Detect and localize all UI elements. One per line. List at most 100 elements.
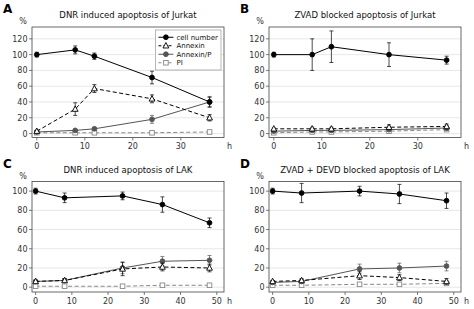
y-tick [29,267,32,268]
point [357,189,362,194]
error-bar [397,275,401,281]
x-tick-label: 30 [376,297,386,306]
y-tick-label: 40 [254,245,264,254]
y-tick-label: 80 [254,206,264,215]
x-tick-label: 50 [449,297,459,306]
x-tick [132,138,133,141]
panel-label: A [3,2,13,16]
series [34,46,212,107]
y-tick-label: 80 [17,66,27,75]
x-tick-label: 30 [413,142,423,151]
series-line [273,266,447,282]
series [271,126,449,134]
y-tick [266,86,269,87]
figure: 0204060801001200102030DNR induced apopto… [0,0,474,309]
point [62,284,67,289]
grid-line [269,117,461,118]
x-tick [321,138,322,141]
data-area [33,188,213,288]
y-tick [29,191,32,192]
y-tick [29,54,32,55]
y-tick [266,70,269,71]
x-tick-label: 10 [317,142,327,151]
error-bar [35,52,39,57]
x-tick-label: 40 [412,297,422,306]
error-bar [358,272,362,280]
error-bar [92,127,96,130]
x-tick [180,292,181,295]
error-bar [310,39,314,71]
x-tick-label: 20 [340,297,350,306]
x-tick-label: 10 [80,142,90,151]
error-bar [92,85,96,93]
point [386,124,392,129]
point [207,220,212,225]
grid-line [32,86,224,87]
point [357,272,363,277]
x-axis-label: h [464,297,469,306]
data-area [271,31,450,135]
legend-label: Annexin/P [176,51,211,59]
x-tick-label: 20 [365,142,375,151]
y-tick-label: 120 [249,35,264,44]
point [150,117,155,122]
error-bar [208,218,212,228]
legend: cell numberAnnexinAnnexin/PPI [155,30,221,70]
point [150,75,155,80]
plot-frame [32,182,224,293]
point [150,130,155,135]
y-tick-label: 80 [254,66,264,75]
x-tick [272,292,273,295]
legend-label: Annexin [176,42,204,50]
panel: 02040608010001020304050DNR induced apopt… [3,157,232,306]
point [329,126,335,131]
x-tick-label: 40 [175,297,185,306]
panel: 0204060801001200102030DNR induced apopto… [3,2,232,151]
y-tick [29,70,32,71]
y-tick [29,133,32,134]
x-tick-label: 0 [33,297,38,306]
point [160,264,166,269]
legend-marker [163,43,169,48]
title: ZVAD blocked apoptosis of Jurkat [295,10,437,20]
series [271,31,449,70]
point [160,283,165,288]
x-tick-label: 10 [67,297,77,306]
point [357,282,362,287]
x-tick [35,292,36,295]
point [444,278,450,283]
panel: 02040608010001020304050ZVAD + DEVD block… [240,157,469,306]
grid-line [269,38,461,39]
point [207,130,212,135]
point [207,258,212,263]
point [271,52,276,57]
point [72,106,78,111]
y-tick [29,229,32,230]
point [34,128,40,133]
point [397,266,402,271]
y-tick [29,101,32,102]
y-tick-label: 60 [17,226,27,235]
y-tick-label: 100 [12,51,27,60]
error-bar [160,263,164,271]
grid-line [269,101,461,102]
series [272,127,449,135]
error-bar [445,124,449,129]
y-axis-label: % [256,17,264,26]
error-bar [300,183,304,202]
point [92,126,97,131]
point [444,58,449,63]
x-tick-label: 0 [271,142,276,151]
y-tick-label: 60 [254,82,264,91]
point [62,278,67,283]
point [397,274,403,279]
point [149,96,155,101]
panel-label: C [3,157,12,171]
point [73,128,78,133]
y-tick [266,248,269,249]
point [444,198,449,203]
y-tick-label: 60 [254,226,264,235]
point [120,266,126,271]
y-tick [266,38,269,39]
error-bar [121,192,125,200]
